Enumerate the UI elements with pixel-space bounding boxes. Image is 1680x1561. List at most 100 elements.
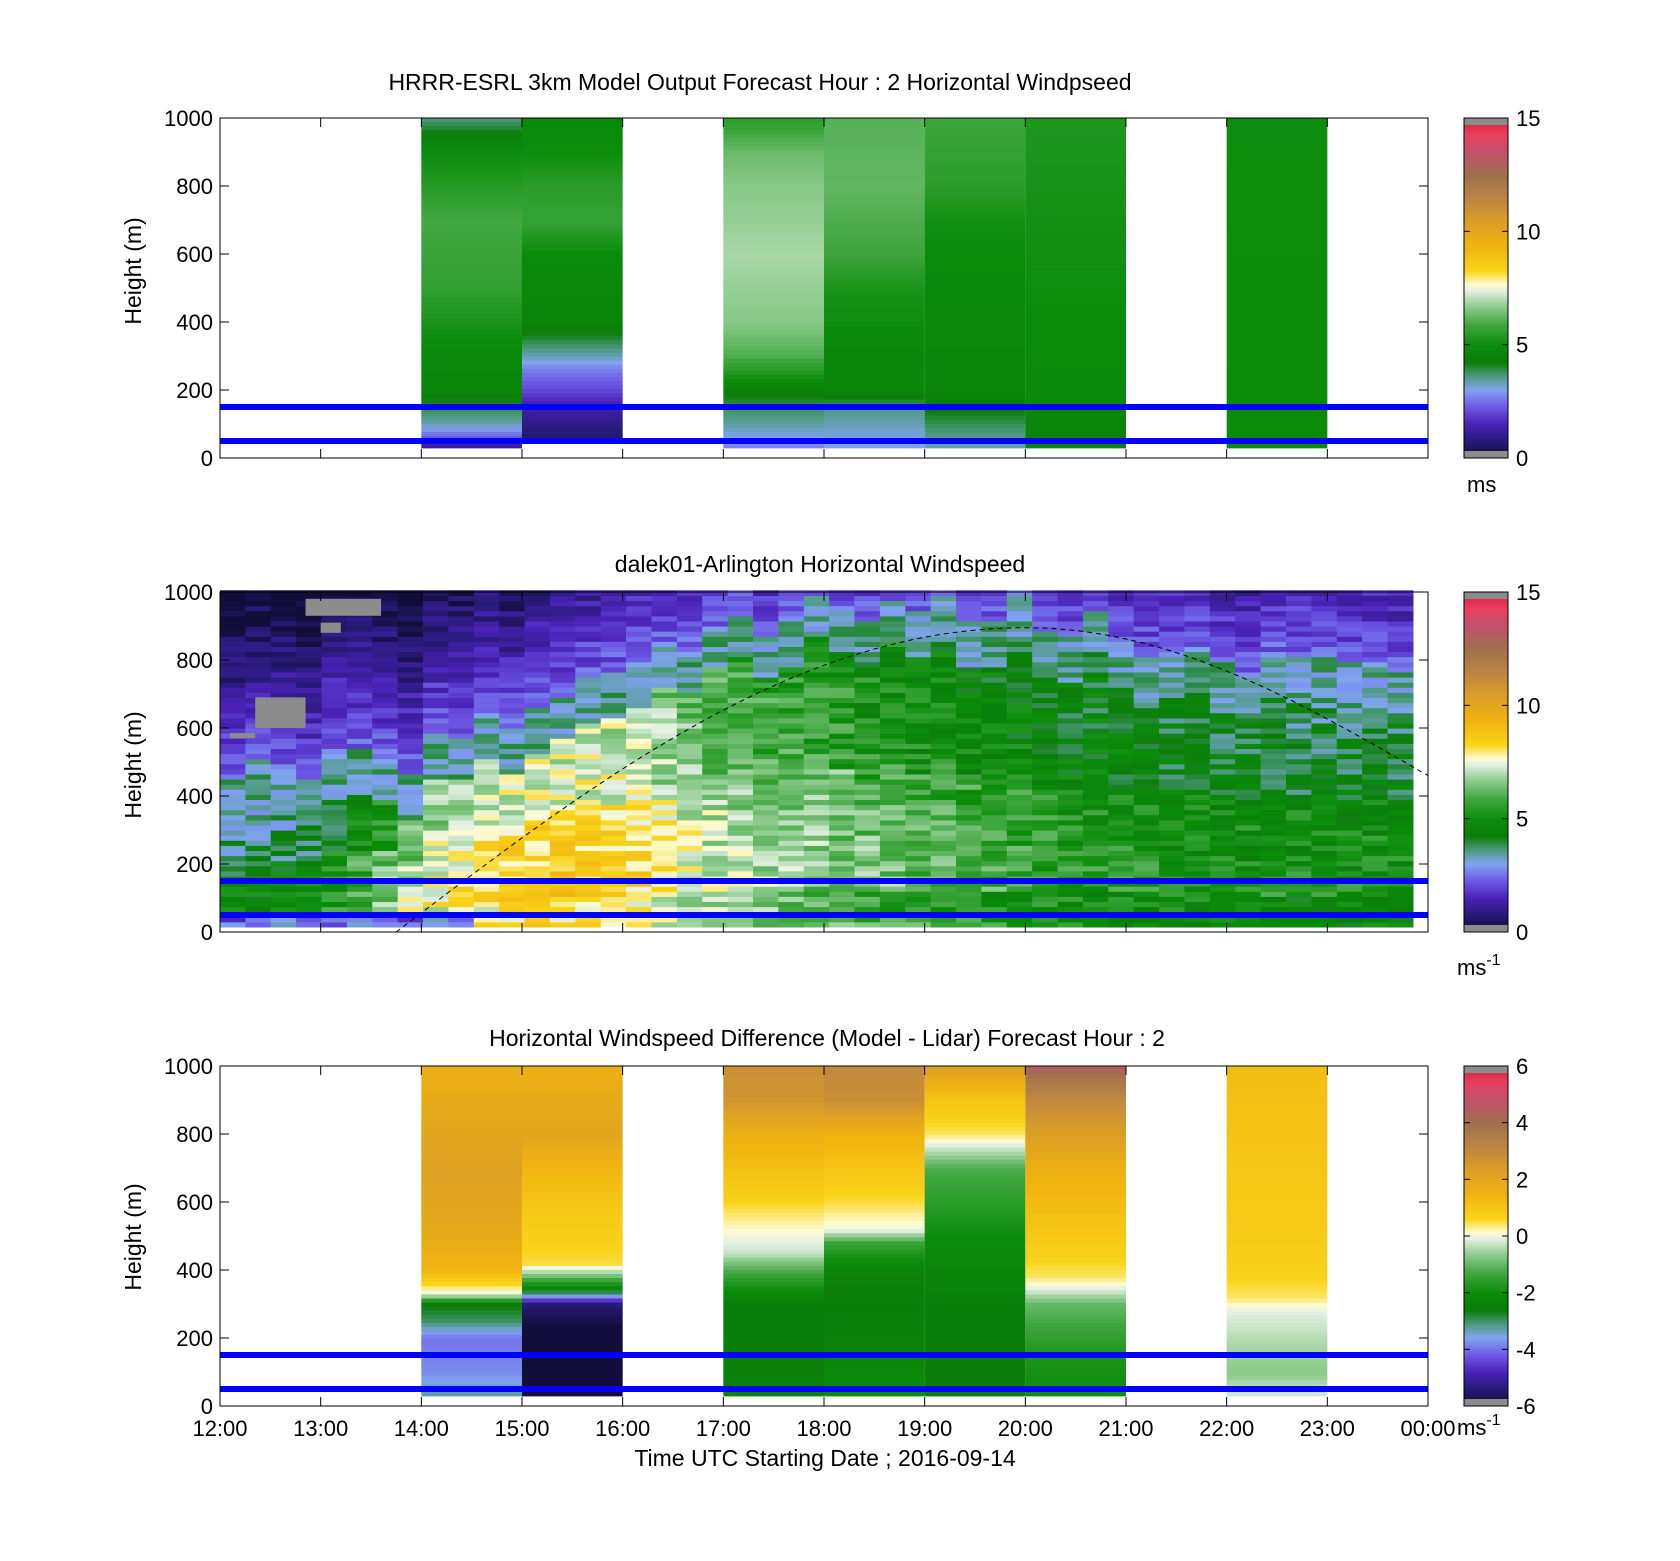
heatmap-cell <box>879 906 906 913</box>
heatmap-cell <box>829 697 856 704</box>
heatmap-cell <box>321 845 348 851</box>
heatmap-cell <box>905 615 932 622</box>
heatmap-cell <box>346 636 373 642</box>
heatmap-cell <box>346 728 373 734</box>
heatmap-cell <box>549 620 576 627</box>
heatmap-cell <box>372 738 399 744</box>
heatmap-cell <box>473 697 500 704</box>
heatmap-cell <box>824 1093 925 1099</box>
heatmap-cell <box>981 590 1008 596</box>
heatmap-cell <box>549 819 576 826</box>
heatmap-cell <box>1336 804 1363 811</box>
heatmap-cell <box>752 656 779 663</box>
heatmap-cell <box>924 1240 1026 1246</box>
heatmap-cell <box>1133 921 1160 928</box>
heatmap-cell <box>651 891 678 897</box>
heatmap-cell <box>421 1089 522 1095</box>
heatmap-cell <box>524 687 551 693</box>
heatmap-cell <box>824 1244 925 1250</box>
heatmap-cell <box>1226 276 1328 282</box>
heatmap-cell <box>924 162 1026 167</box>
heatmap-cell <box>824 1261 925 1266</box>
heatmap-cell <box>1133 666 1160 673</box>
heatmap-cell <box>1235 626 1262 632</box>
heatmap-cell <box>473 824 500 831</box>
heatmap-cell <box>676 753 703 760</box>
heatmap-cell <box>522 139 623 145</box>
heatmap-cell <box>778 722 805 729</box>
heatmap-cell <box>1082 722 1109 729</box>
heatmap-cell <box>397 891 424 897</box>
heatmap-cell <box>1025 1375 1126 1381</box>
heatmap-cell <box>549 779 576 785</box>
heatmap-cell <box>372 896 399 902</box>
heatmap-cell <box>1260 773 1287 780</box>
heatmap-cell <box>905 743 932 749</box>
heatmap-cell <box>981 773 1008 780</box>
heatmap-cell <box>626 921 653 928</box>
heatmap-cell <box>824 411 925 416</box>
heatmap-cell <box>421 284 522 290</box>
heatmap-cell <box>245 641 272 647</box>
heatmap-cell <box>1159 641 1186 647</box>
heatmap-cell <box>723 1367 824 1372</box>
heatmap-cell <box>1006 692 1033 698</box>
heatmap-cell <box>524 901 551 908</box>
heatmap-cell <box>220 830 246 836</box>
heatmap-cell <box>824 1155 925 1160</box>
heatmap-cell <box>803 901 830 908</box>
heatmap-cell <box>524 651 551 658</box>
heatmap-cell <box>723 333 824 339</box>
heatmap-cell <box>522 1363 623 1368</box>
heatmap-cell <box>1235 845 1262 851</box>
heatmap-cell <box>1025 353 1126 359</box>
heatmap-cell <box>824 203 925 208</box>
heatmap-cell <box>829 590 856 596</box>
heatmap-cell <box>676 722 703 729</box>
heatmap-cell <box>575 671 602 678</box>
heatmap-cell <box>421 223 522 229</box>
heatmap-cell <box>421 329 522 335</box>
heatmap-cell <box>397 600 424 607</box>
heatmap-cell <box>220 722 246 729</box>
heatmap-cell <box>270 870 297 877</box>
heatmap-cell <box>1362 666 1389 673</box>
heatmap-cell <box>829 865 856 872</box>
heatmap-cell <box>1025 1224 1126 1230</box>
heatmap-cell <box>1108 661 1135 668</box>
heatmap-cell <box>321 916 348 923</box>
heatmap-cell <box>702 620 729 627</box>
heatmap-cell <box>421 1334 522 1340</box>
heatmap-cell <box>1025 1342 1126 1348</box>
heatmap-cell <box>421 292 522 298</box>
heatmap-cell <box>346 916 373 923</box>
heatmap-cell <box>448 784 475 790</box>
heatmap-cell <box>270 891 297 897</box>
heatmap-cell <box>220 692 246 698</box>
heatmap-cell <box>1226 141 1328 147</box>
heatmap-cell <box>824 264 925 269</box>
heatmap-cell <box>524 600 551 607</box>
heatmap-cell <box>723 1289 824 1295</box>
heatmap-cell <box>1285 697 1312 704</box>
heatmap-cell <box>854 901 881 908</box>
heatmap-cell <box>930 717 957 724</box>
heatmap-cell <box>296 748 323 755</box>
heatmap-cell <box>1336 779 1363 785</box>
heatmap-cell <box>372 809 399 816</box>
heatmap-cell <box>1235 712 1262 719</box>
y-tick-label: 400 <box>176 784 213 809</box>
heatmap-cell <box>702 748 729 755</box>
heatmap-cell <box>1082 620 1109 627</box>
heatmap-cell <box>651 799 678 806</box>
colorbar-under-cap <box>1464 451 1508 458</box>
heatmap-cell <box>1006 682 1033 688</box>
heatmap-cell <box>421 1114 522 1119</box>
heatmap-cell <box>924 268 1026 273</box>
heatmap-cell <box>346 722 373 729</box>
heatmap-cell <box>1362 646 1389 653</box>
heatmap-cell <box>723 1089 824 1095</box>
heatmap-cell <box>824 1204 925 1209</box>
heatmap-cell <box>421 1097 522 1103</box>
heatmap-cell <box>854 768 881 775</box>
